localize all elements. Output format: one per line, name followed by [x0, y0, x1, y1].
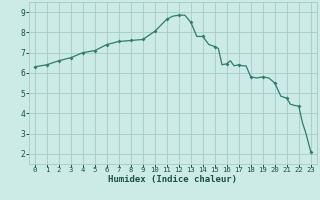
X-axis label: Humidex (Indice chaleur): Humidex (Indice chaleur) [108, 175, 237, 184]
